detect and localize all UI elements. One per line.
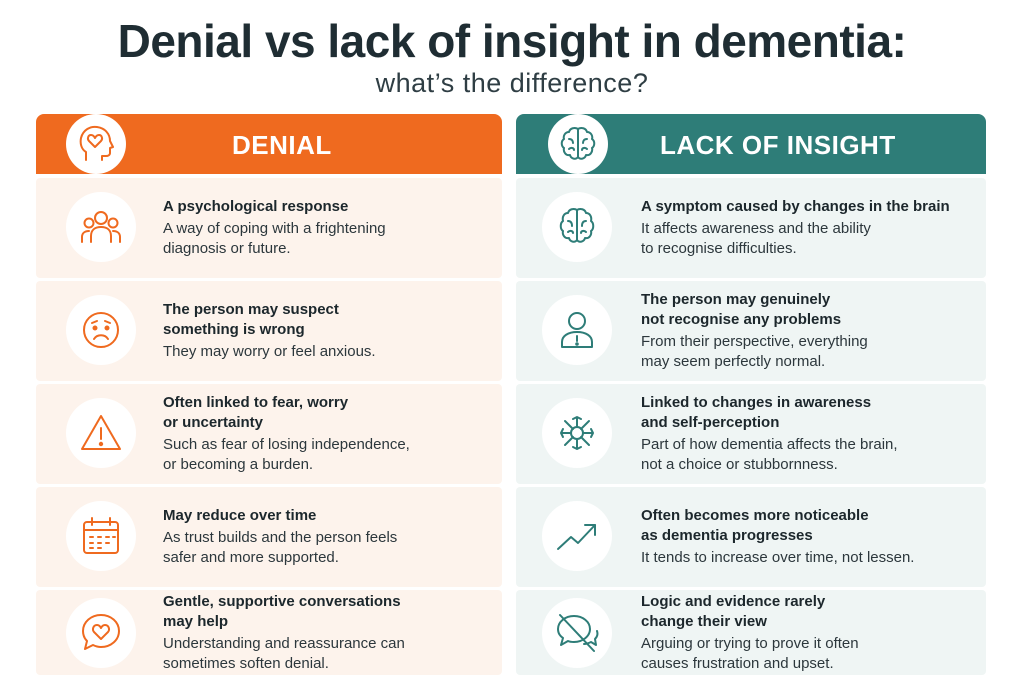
row-body: Understanding and reassurance can someti… <box>163 634 405 672</box>
row-heading: May reduce over time <box>163 507 317 524</box>
row-heading: Logic and evidence rarely change their v… <box>641 592 826 630</box>
no-chat-icon <box>542 598 612 668</box>
row-body: It tends to increase over time, not less… <box>641 549 915 566</box>
row-heading: The person may suspect something is wron… <box>163 301 339 338</box>
brain-icon <box>542 192 612 262</box>
head-heart-icon <box>66 114 126 174</box>
denial-row: The person may suspect something is wron… <box>36 281 502 381</box>
denial-column: DENIAL A psychological response A way of… <box>36 114 502 675</box>
denial-row: A psychological response A way of coping… <box>36 178 502 278</box>
denial-row: May reduce over time As trust builds and… <box>36 487 502 587</box>
row-heading: A symptom caused by changes in the brain <box>641 198 950 215</box>
insight-header: LACK OF INSIGHT <box>516 114 986 174</box>
row-body: They may worry or feel anxious. <box>163 343 376 360</box>
row-body: A way of coping with a frightening diagn… <box>163 220 386 257</box>
page-title: Denial vs lack of insight in dementia: <box>117 15 907 67</box>
row-heading: Linked to changes in awareness and self-… <box>641 394 872 431</box>
row-heading: Often linked to fear, worry or uncertain… <box>163 394 349 431</box>
row-body: Such as fear of losing independence, or … <box>163 436 410 473</box>
insight-row: Linked to changes in awareness and self-… <box>516 384 986 484</box>
denial-row: Often linked to fear, worry or uncertain… <box>36 384 502 484</box>
denial-label: DENIAL <box>232 130 332 160</box>
people-icon <box>66 192 136 262</box>
trend-up-icon <box>542 501 612 571</box>
denial-row: Gentle, supportive conversations may hel… <box>36 590 502 675</box>
row-body: From their perspective, everything may s… <box>641 333 868 370</box>
row-body: Arguing or trying to prove it often caus… <box>641 634 859 672</box>
insight-row: The person may genuinely not recognise a… <box>516 281 986 381</box>
calendar-icon <box>66 501 136 571</box>
row-heading: Often becomes more noticeable as dementi… <box>641 507 869 544</box>
row-heading: A psychological response <box>163 198 349 215</box>
warning-triangle-icon <box>66 398 136 468</box>
insight-row: Logic and evidence rarely change their v… <box>516 590 986 675</box>
heart-speech-bubble-icon <box>66 598 136 668</box>
row-body: Part of how dementia affects the brain, … <box>641 436 898 473</box>
worried-face-icon <box>66 295 136 365</box>
insight-row: A symptom caused by changes in the brain… <box>516 178 986 278</box>
page-subtitle: what’s the difference? <box>375 68 649 98</box>
insight-row: Often becomes more noticeable as dementi… <box>516 487 986 587</box>
row-body: It affects awareness and the ability to … <box>641 220 871 257</box>
row-body: As trust builds and the person feels saf… <box>163 529 398 566</box>
brain-icon <box>548 114 608 174</box>
row-heading: The person may genuinely not recognise a… <box>641 291 842 328</box>
denial-header: DENIAL <box>36 114 502 174</box>
person-alert-icon <box>542 295 612 365</box>
insight-column: LACK OF INSIGHT A symptom caused by chan… <box>516 114 986 675</box>
row-heading: Gentle, supportive conversations may hel… <box>163 592 401 630</box>
insight-label: LACK OF INSIGHT <box>660 130 896 160</box>
neuron-icon <box>542 398 612 468</box>
